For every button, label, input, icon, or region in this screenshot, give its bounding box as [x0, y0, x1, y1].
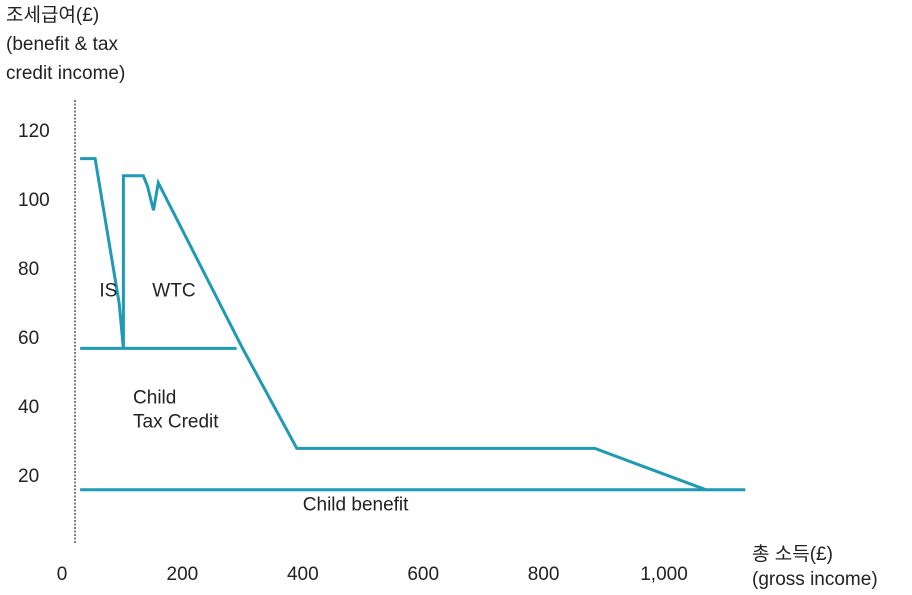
y-axis-title-line: credit income) — [6, 63, 126, 84]
chart-annotation: Tax Credit — [133, 412, 219, 433]
x-axis-title-line: 총 소득(£) — [752, 544, 833, 565]
y-tick-label: 40 — [18, 397, 39, 418]
chart-annotation: Child benefit — [303, 495, 409, 516]
series-line-0 — [80, 157, 707, 492]
y-tick-label: 120 — [18, 121, 50, 142]
y-axis-title-line: 조세급여(£) — [6, 5, 100, 26]
x-tick-label: 400 — [287, 564, 319, 585]
x-tick-label: 200 — [167, 564, 199, 585]
y-tick-label: 20 — [18, 466, 39, 487]
x-tick-label: 800 — [528, 564, 560, 585]
x-tick-label: 0 — [57, 564, 68, 585]
annotations: IS WTC Child Tax Credit Child benefit — [99, 281, 409, 516]
y-axis-title-line: (benefit & tax — [6, 34, 118, 55]
tick-labels: 20 40 60 80 100 120 0 200 400 600 800 1,000 — [18, 121, 688, 585]
y-tick-label: 80 — [18, 259, 39, 280]
chart-annotation: IS — [99, 281, 117, 302]
x-tick-label: 1,000 — [640, 564, 688, 585]
y-tick-label: 100 — [18, 190, 50, 211]
x-axis-title-line: (gross income) — [752, 569, 878, 590]
chart-annotation: Child — [133, 388, 176, 409]
chart-annotation: WTC — [152, 281, 195, 302]
x-tick-label: 600 — [407, 564, 439, 585]
y-tick-label: 60 — [18, 328, 39, 349]
series-lines — [80, 157, 746, 492]
